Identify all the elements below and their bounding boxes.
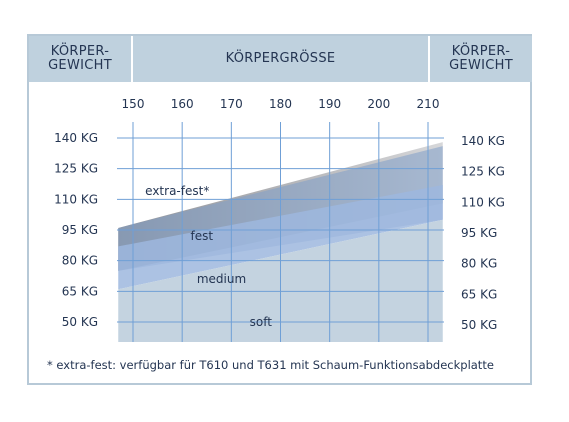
y-tick-label-right: 110 KG xyxy=(461,195,505,209)
y-tick-label-left: 95 KG xyxy=(62,223,98,237)
header-left-line2: GEWICHT xyxy=(48,58,112,73)
y-tick-label-left: 50 KG xyxy=(62,315,98,329)
header-left-line1: KÖRPER- xyxy=(50,44,110,59)
y-tick-label-right: 95 KG xyxy=(461,226,497,240)
x-tick-label: 180 xyxy=(269,97,292,111)
y-tick-label-left: 65 KG xyxy=(62,284,98,298)
header-right-weight: KÖRPER- GEWICHT xyxy=(430,36,532,82)
y-tick-label-left: 110 KG xyxy=(54,192,98,206)
y-tick-label-right: 50 KG xyxy=(461,318,497,332)
y-tick-label-left: 80 KG xyxy=(62,254,98,268)
y-tick-label-right: 80 KG xyxy=(461,257,497,271)
header-right-line2: GEWICHT xyxy=(449,58,513,73)
y-tick-label-right: 140 KG xyxy=(461,134,505,148)
chart-labels: 150 160 170 180 190 200 210 140 KG 140 KG 125 KG 1… xyxy=(54,97,505,332)
y-tick-label-left: 125 KG xyxy=(54,162,98,176)
x-tick-label: 150 xyxy=(122,97,145,111)
x-tick-label: 200 xyxy=(367,97,390,111)
x-tick-label: 190 xyxy=(318,97,341,111)
chart-grid xyxy=(117,122,444,342)
header-height: KÖRPERGRÖSSE xyxy=(133,36,428,82)
y-tick-label-right: 65 KG xyxy=(461,287,497,301)
y-tick-label-left: 140 KG xyxy=(54,131,98,145)
x-tick-label: 160 xyxy=(171,97,194,111)
region-label: medium xyxy=(197,272,246,286)
x-tick-label: 210 xyxy=(417,97,440,111)
region-label: extra-fest* xyxy=(145,184,209,198)
x-tick-label: 170 xyxy=(220,97,243,111)
footnote: * extra-fest: verfügbar für T610 und T63… xyxy=(47,358,494,372)
region-label: soft xyxy=(250,315,273,329)
header-right-line1: KÖRPER- xyxy=(451,44,511,59)
region-label: fest xyxy=(191,229,214,243)
y-tick-label-right: 125 KG xyxy=(461,165,505,179)
header-left-weight: KÖRPER- GEWICHT xyxy=(29,36,131,82)
